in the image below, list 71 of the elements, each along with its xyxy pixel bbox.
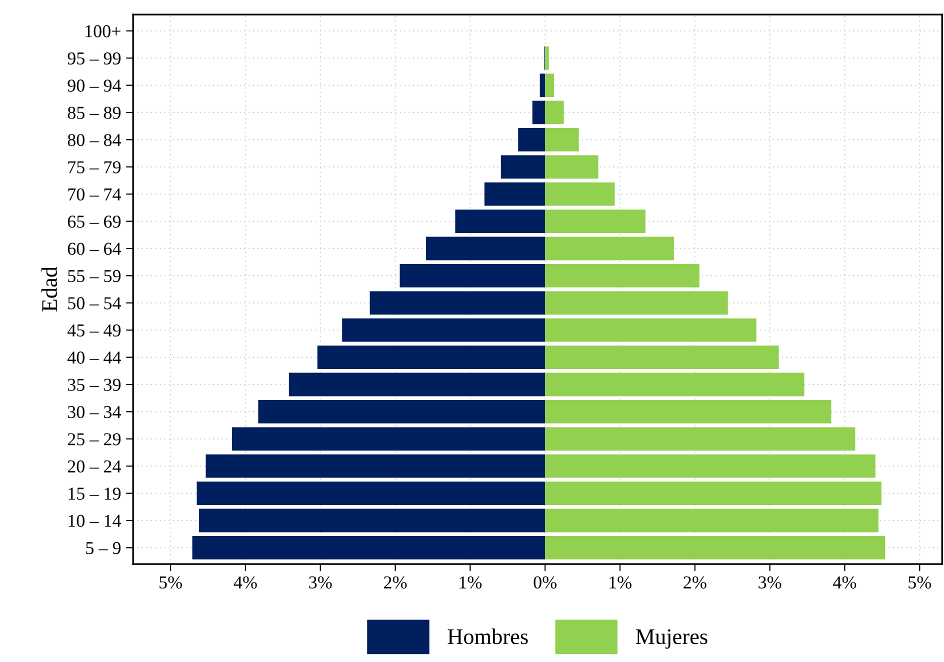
bar <box>484 182 546 206</box>
y-tick-label: 10 – 14 <box>68 514 122 527</box>
y-tick-label: 90 – 94 <box>68 80 122 92</box>
y-tick-label: 20 – 24 <box>68 460 122 473</box>
bar <box>192 536 546 560</box>
bar <box>545 508 878 532</box>
x-tick-label: 4% <box>833 576 856 589</box>
bar <box>518 128 546 152</box>
bar <box>426 236 546 260</box>
y-tick-label: 100+ <box>86 25 120 38</box>
bar <box>199 508 546 532</box>
bar <box>317 346 546 369</box>
y-tick-label: 85 – 89 <box>68 106 121 119</box>
bar <box>545 536 886 560</box>
y-tick-label: 15 – 19 <box>68 488 121 500</box>
bar <box>545 74 554 97</box>
bar <box>545 100 564 124</box>
x-tick-label: 1% <box>460 576 482 589</box>
y-tick-label: 5 – 9 <box>86 542 121 554</box>
x-tick-label: 0% <box>534 576 557 589</box>
bar <box>545 318 756 342</box>
bar <box>545 236 674 260</box>
y-tick-label: 95 – 99 <box>68 52 121 65</box>
y-tick-label: 70 – 74 <box>68 188 122 201</box>
bar <box>232 427 546 451</box>
bar <box>545 291 728 315</box>
legend-label: Hombres <box>448 628 528 644</box>
bar <box>545 182 615 206</box>
y-tick-label: 50 – 54 <box>68 297 122 310</box>
x-tick-label: 5% <box>160 576 182 589</box>
bar <box>545 346 779 369</box>
y-tick-label: 80 – 84 <box>68 134 122 146</box>
bar <box>545 128 579 152</box>
x-tick-label: 1% <box>610 576 632 589</box>
bar <box>288 372 546 396</box>
x-tick-label: 4% <box>234 576 257 589</box>
bar <box>545 427 856 451</box>
bar <box>545 454 876 478</box>
x-tick-label: 2% <box>384 576 407 589</box>
bar <box>545 400 832 424</box>
bar <box>532 100 546 124</box>
bar <box>370 291 546 315</box>
y-tick-label: 75 – 79 <box>68 161 121 174</box>
bar <box>540 74 546 97</box>
y-tick-label: 60 – 64 <box>68 242 122 255</box>
bar <box>206 454 546 478</box>
y-axis-title: Edad <box>41 266 58 312</box>
bar <box>545 372 804 396</box>
y-tick-label: 40 – 44 <box>67 352 122 364</box>
bar <box>342 318 546 342</box>
x-tick-label: 5% <box>908 576 932 589</box>
y-tick-label: 65 – 69 <box>68 216 121 228</box>
y-tick-label: 30 – 34 <box>68 406 122 418</box>
x-tick-label: 3% <box>309 576 332 589</box>
bar <box>545 264 700 288</box>
bar <box>455 210 546 233</box>
bar <box>258 400 546 424</box>
x-tick-label: 3% <box>758 576 782 589</box>
bar <box>545 210 646 233</box>
y-tick-label: 25 – 29 <box>68 433 121 446</box>
bar <box>545 155 598 179</box>
y-tick-label: 45 – 49 <box>67 324 121 337</box>
x-tick-label: 2% <box>684 576 706 589</box>
y-tick-label: 35 – 39 <box>68 378 121 391</box>
bar <box>545 46 549 70</box>
bar <box>400 264 546 288</box>
bar <box>500 155 546 179</box>
bar <box>545 482 882 505</box>
legend-label: Mujeres <box>636 629 708 649</box>
bar <box>196 482 546 505</box>
y-tick-label: 55 – 59 <box>68 270 121 282</box>
